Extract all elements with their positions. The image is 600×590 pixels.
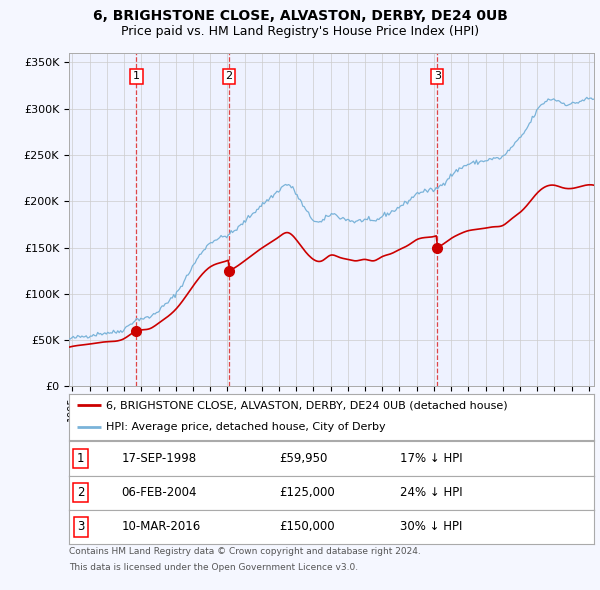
Text: 30% ↓ HPI: 30% ↓ HPI [400,520,462,533]
Text: Contains HM Land Registry data © Crown copyright and database right 2024.: Contains HM Land Registry data © Crown c… [69,547,421,556]
Text: 3: 3 [77,520,84,533]
Text: 3: 3 [434,71,440,81]
Text: £150,000: £150,000 [279,520,335,533]
Text: 1: 1 [77,452,84,465]
Text: This data is licensed under the Open Government Licence v3.0.: This data is licensed under the Open Gov… [69,563,358,572]
Text: 10-MAR-2016: 10-MAR-2016 [121,520,201,533]
Text: 24% ↓ HPI: 24% ↓ HPI [400,486,463,499]
Text: 17% ↓ HPI: 17% ↓ HPI [400,452,463,465]
Text: 17-SEP-1998: 17-SEP-1998 [121,452,197,465]
Text: 2: 2 [77,486,84,499]
Text: HPI: Average price, detached house, City of Derby: HPI: Average price, detached house, City… [106,422,385,432]
Text: Price paid vs. HM Land Registry's House Price Index (HPI): Price paid vs. HM Land Registry's House … [121,25,479,38]
Text: 6, BRIGHSTONE CLOSE, ALVASTON, DERBY, DE24 0UB (detached house): 6, BRIGHSTONE CLOSE, ALVASTON, DERBY, DE… [106,401,508,411]
Text: £59,950: £59,950 [279,452,328,465]
Text: 2: 2 [226,71,232,81]
Text: 6, BRIGHSTONE CLOSE, ALVASTON, DERBY, DE24 0UB: 6, BRIGHSTONE CLOSE, ALVASTON, DERBY, DE… [92,9,508,23]
Text: 06-FEB-2004: 06-FEB-2004 [121,486,197,499]
Text: £125,000: £125,000 [279,486,335,499]
Text: 1: 1 [133,71,140,81]
